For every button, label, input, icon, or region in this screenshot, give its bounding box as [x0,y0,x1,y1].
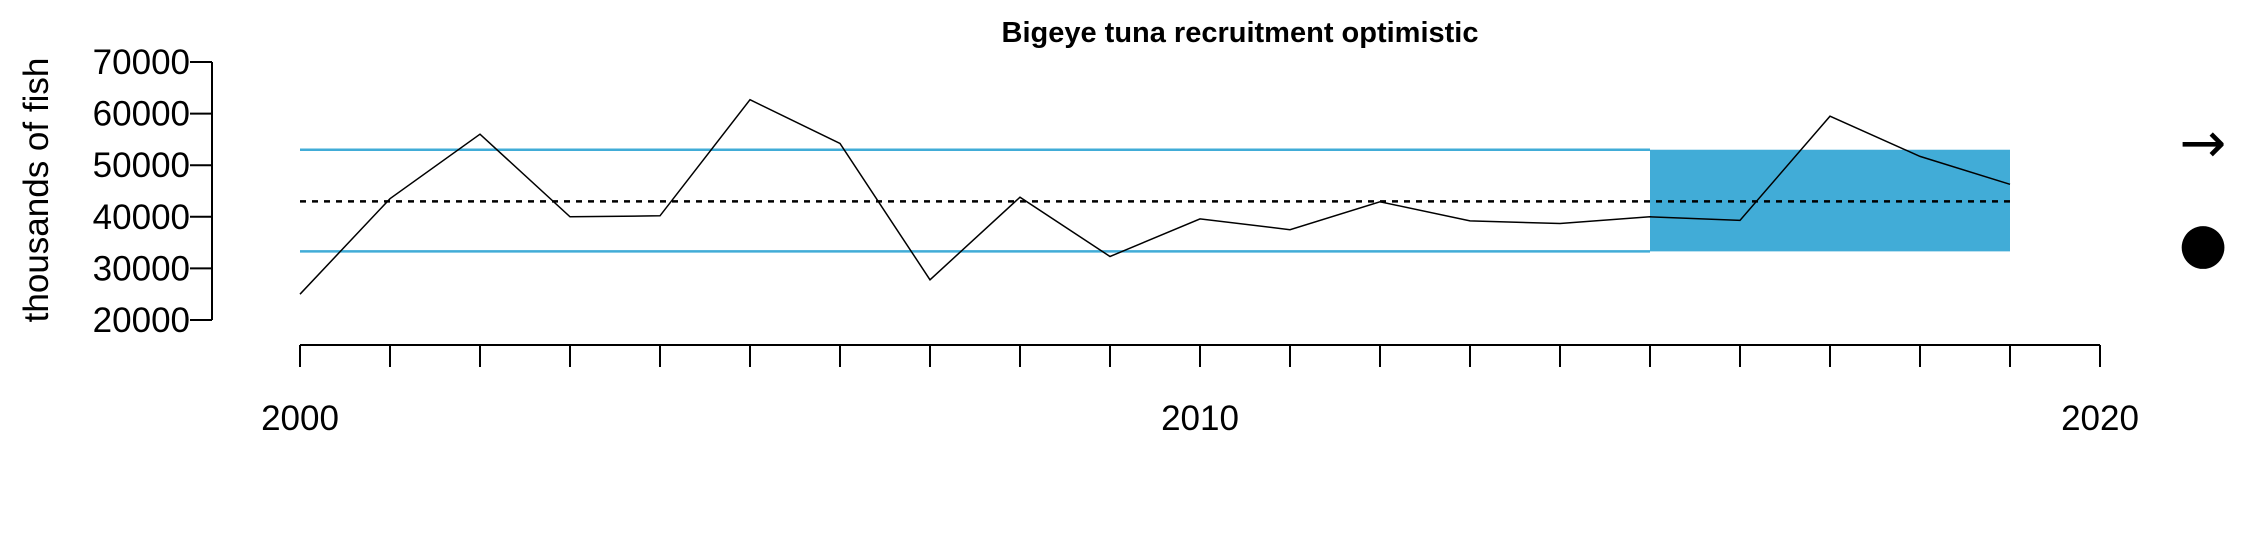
y-axis-label: thousands of fish [17,58,56,323]
y-tick-label: 50000 [93,146,190,185]
x-tick-label: 2020 [2061,399,2139,438]
y-tick-label: 60000 [93,95,190,134]
status-dot-icon: ● [2179,211,2228,276]
y-tick-label: 70000 [93,43,190,82]
y-tick-label: 30000 [93,249,190,288]
x-axis: 2000 2010 2020 [261,344,2139,438]
trend-arrow-icon: → [2180,111,2227,176]
plot-area [299,98,2011,295]
side-indicators: →● [2179,111,2228,276]
y-tick-label: 40000 [93,198,190,237]
y-tick-label: 20000 [93,301,190,340]
y-axis: 20000 30000 40000 50000 60000 70000 [93,43,213,340]
x-tick-label: 2000 [261,399,339,438]
series-line [299,98,2011,295]
x-tick-label: 2010 [1161,399,1239,438]
chart-title: Bigeye tuna recruitment optimistic [1002,17,1479,49]
